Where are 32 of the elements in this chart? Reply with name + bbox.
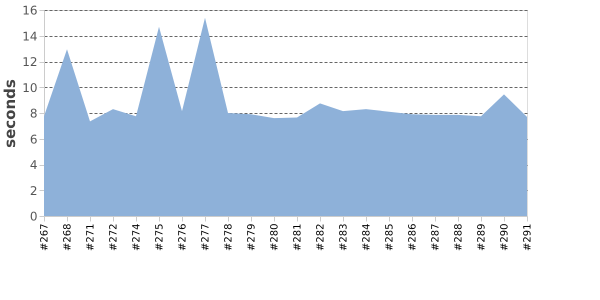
x-tick-label: #277 bbox=[200, 224, 212, 251]
x-tick-label: #280 bbox=[270, 224, 280, 251]
y-tick-label: 8 bbox=[30, 106, 38, 120]
x-tick-label: #268 bbox=[62, 224, 74, 251]
y-axis-title: seconds bbox=[1, 79, 20, 148]
x-tick-label: #279 bbox=[246, 224, 258, 251]
x-tick-label: #290 bbox=[500, 224, 510, 251]
x-tick-label: #276 bbox=[178, 224, 188, 251]
x-tick-label: #286 bbox=[408, 224, 418, 251]
y-tick-label: 2 bbox=[30, 184, 38, 198]
y-tick-label: 14 bbox=[22, 29, 38, 44]
x-tick-label: #274 bbox=[132, 224, 142, 251]
x-tick-label: #267 bbox=[40, 224, 50, 251]
y-tick-label: 0 bbox=[30, 210, 38, 224]
x-tick-label: #289 bbox=[476, 224, 488, 251]
x-tick-label: #272 bbox=[108, 224, 120, 251]
x-tick-label: #285 bbox=[384, 224, 396, 251]
x-tick-label: #284 bbox=[362, 224, 372, 251]
x-tick-label: #283 bbox=[338, 224, 350, 251]
x-tick-label: #287 bbox=[430, 224, 442, 251]
x-tick-label: #278 bbox=[224, 224, 234, 251]
x-tick-label: #271 bbox=[86, 224, 96, 251]
x-tick-label: #281 bbox=[292, 224, 304, 251]
x-tick-label: #282 bbox=[316, 224, 326, 251]
y-tick-label: 16 bbox=[22, 4, 38, 18]
x-tick-label: #291 bbox=[522, 224, 534, 251]
y-tick-label: 6 bbox=[30, 132, 38, 146]
y-tick-label: 10 bbox=[22, 80, 38, 95]
x-tick-label: #275 bbox=[154, 224, 166, 251]
x-tick-label: #288 bbox=[454, 224, 464, 251]
y-tick-label: 12 bbox=[22, 55, 38, 69]
y-tick-label: 4 bbox=[30, 158, 38, 172]
